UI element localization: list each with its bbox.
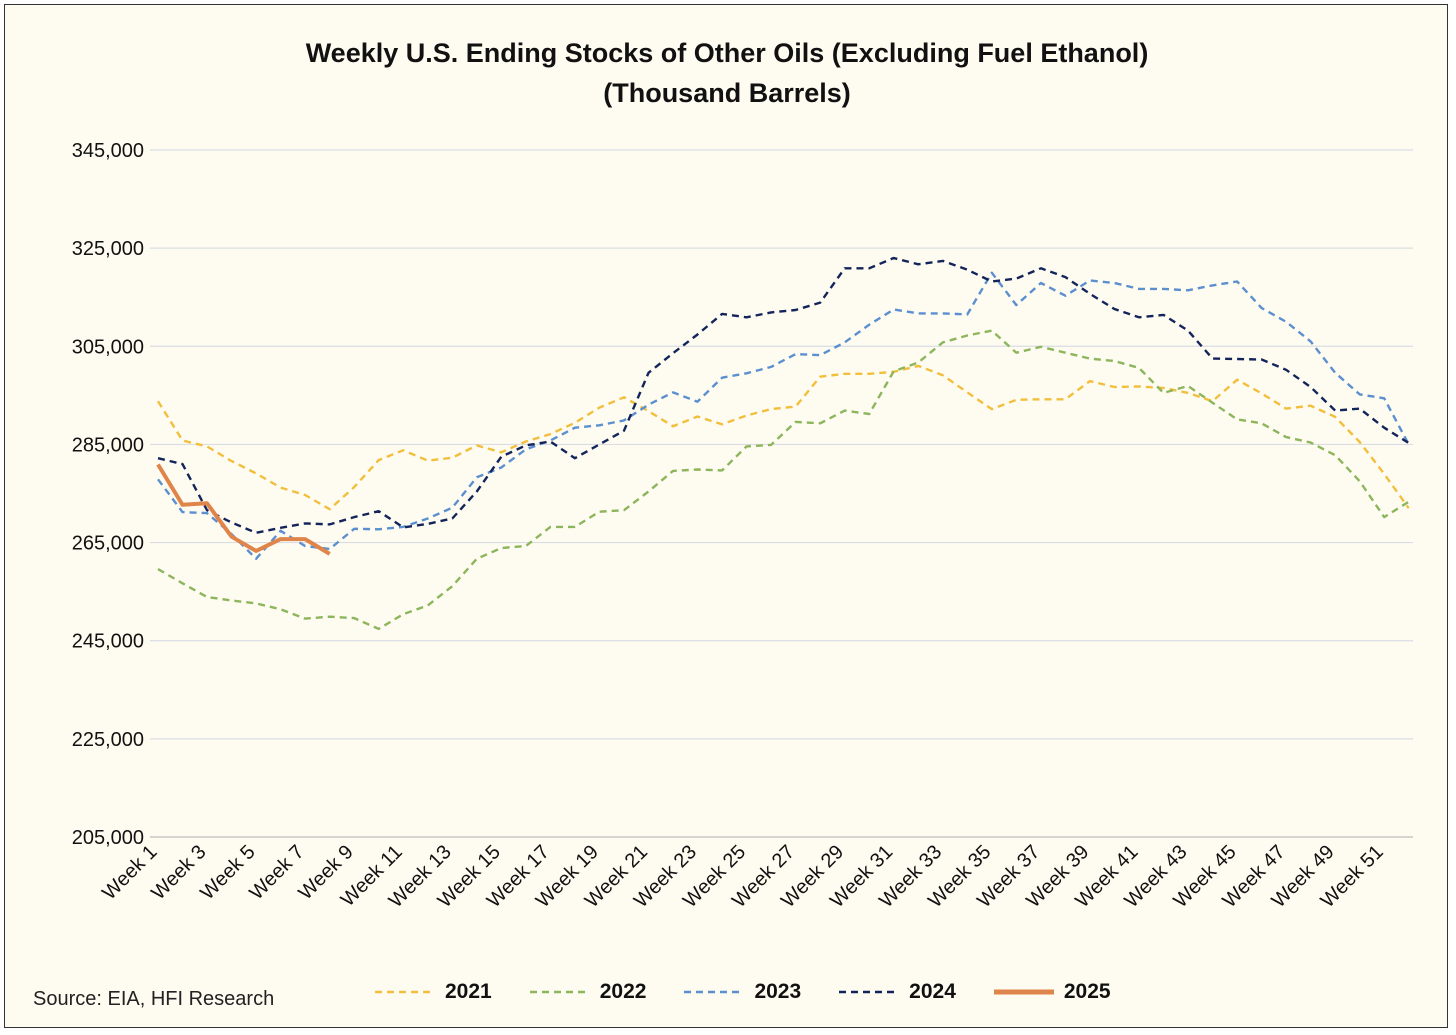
- grid-lines: [150, 149, 1413, 838]
- y-tick-label: 225,000: [72, 729, 144, 751]
- legend-item-2023: 2023: [684, 980, 801, 1004]
- legend: 2021 2022 2023 2024 2025: [375, 977, 1111, 1007]
- chart-frame: Weekly U.S. Ending Stocks of Other Oils …: [4, 4, 1448, 1028]
- source-note: Source: EIA, HFI Research: [33, 988, 275, 1010]
- chart-title-line-1: Weekly U.S. Ending Stocks of Other Oils …: [305, 38, 1149, 68]
- legend-label: 2021: [445, 980, 492, 1003]
- legend-swatch: [684, 990, 745, 994]
- legend-swatch: [529, 990, 590, 994]
- series-line-2025: [156, 463, 331, 556]
- legend-label: 2022: [599, 980, 647, 1003]
- plot-area: 345,000 325,000 305,000 285,000 265,000 245,0…: [72, 140, 1413, 912]
- y-tick-label: 265,000: [72, 533, 144, 555]
- chart-title: Weekly U.S. Ending Stocks of Other Oils …: [5, 33, 1449, 113]
- legend-item-2022: 2022: [529, 980, 647, 1004]
- legend-item-2025: 2025: [993, 980, 1111, 1004]
- legend-label: 2023: [754, 980, 802, 1003]
- y-axis-tick-labels: 345,000 325,000 305,000 285,000 265,000 245,0…: [72, 140, 144, 849]
- series-line-2023: [157, 271, 1410, 560]
- y-tick-label: 245,000: [72, 631, 144, 653]
- legend-item-2024: 2024: [839, 980, 956, 1004]
- legend-swatch: [375, 990, 435, 994]
- legend-swatch: [993, 989, 1054, 995]
- series-lines: [156, 256, 1410, 631]
- chart-subtitle: (Thousand Barrels): [603, 78, 851, 108]
- legend-label: 2025: [1063, 980, 1111, 1003]
- y-tick-label: 325,000: [72, 238, 144, 260]
- series-line-2024: [157, 256, 1410, 534]
- legend-item-2021: 2021: [375, 980, 492, 1004]
- series-line-2021: [156, 364, 1410, 511]
- series-line-2022: [157, 329, 1410, 631]
- legend-swatch: [839, 990, 900, 994]
- legend-label: 2024: [909, 980, 956, 1003]
- y-tick-label: 305,000: [72, 336, 144, 358]
- y-tick-label: 345,000: [72, 140, 144, 162]
- y-tick-label: 205,000: [72, 827, 144, 849]
- y-tick-label: 285,000: [72, 434, 144, 456]
